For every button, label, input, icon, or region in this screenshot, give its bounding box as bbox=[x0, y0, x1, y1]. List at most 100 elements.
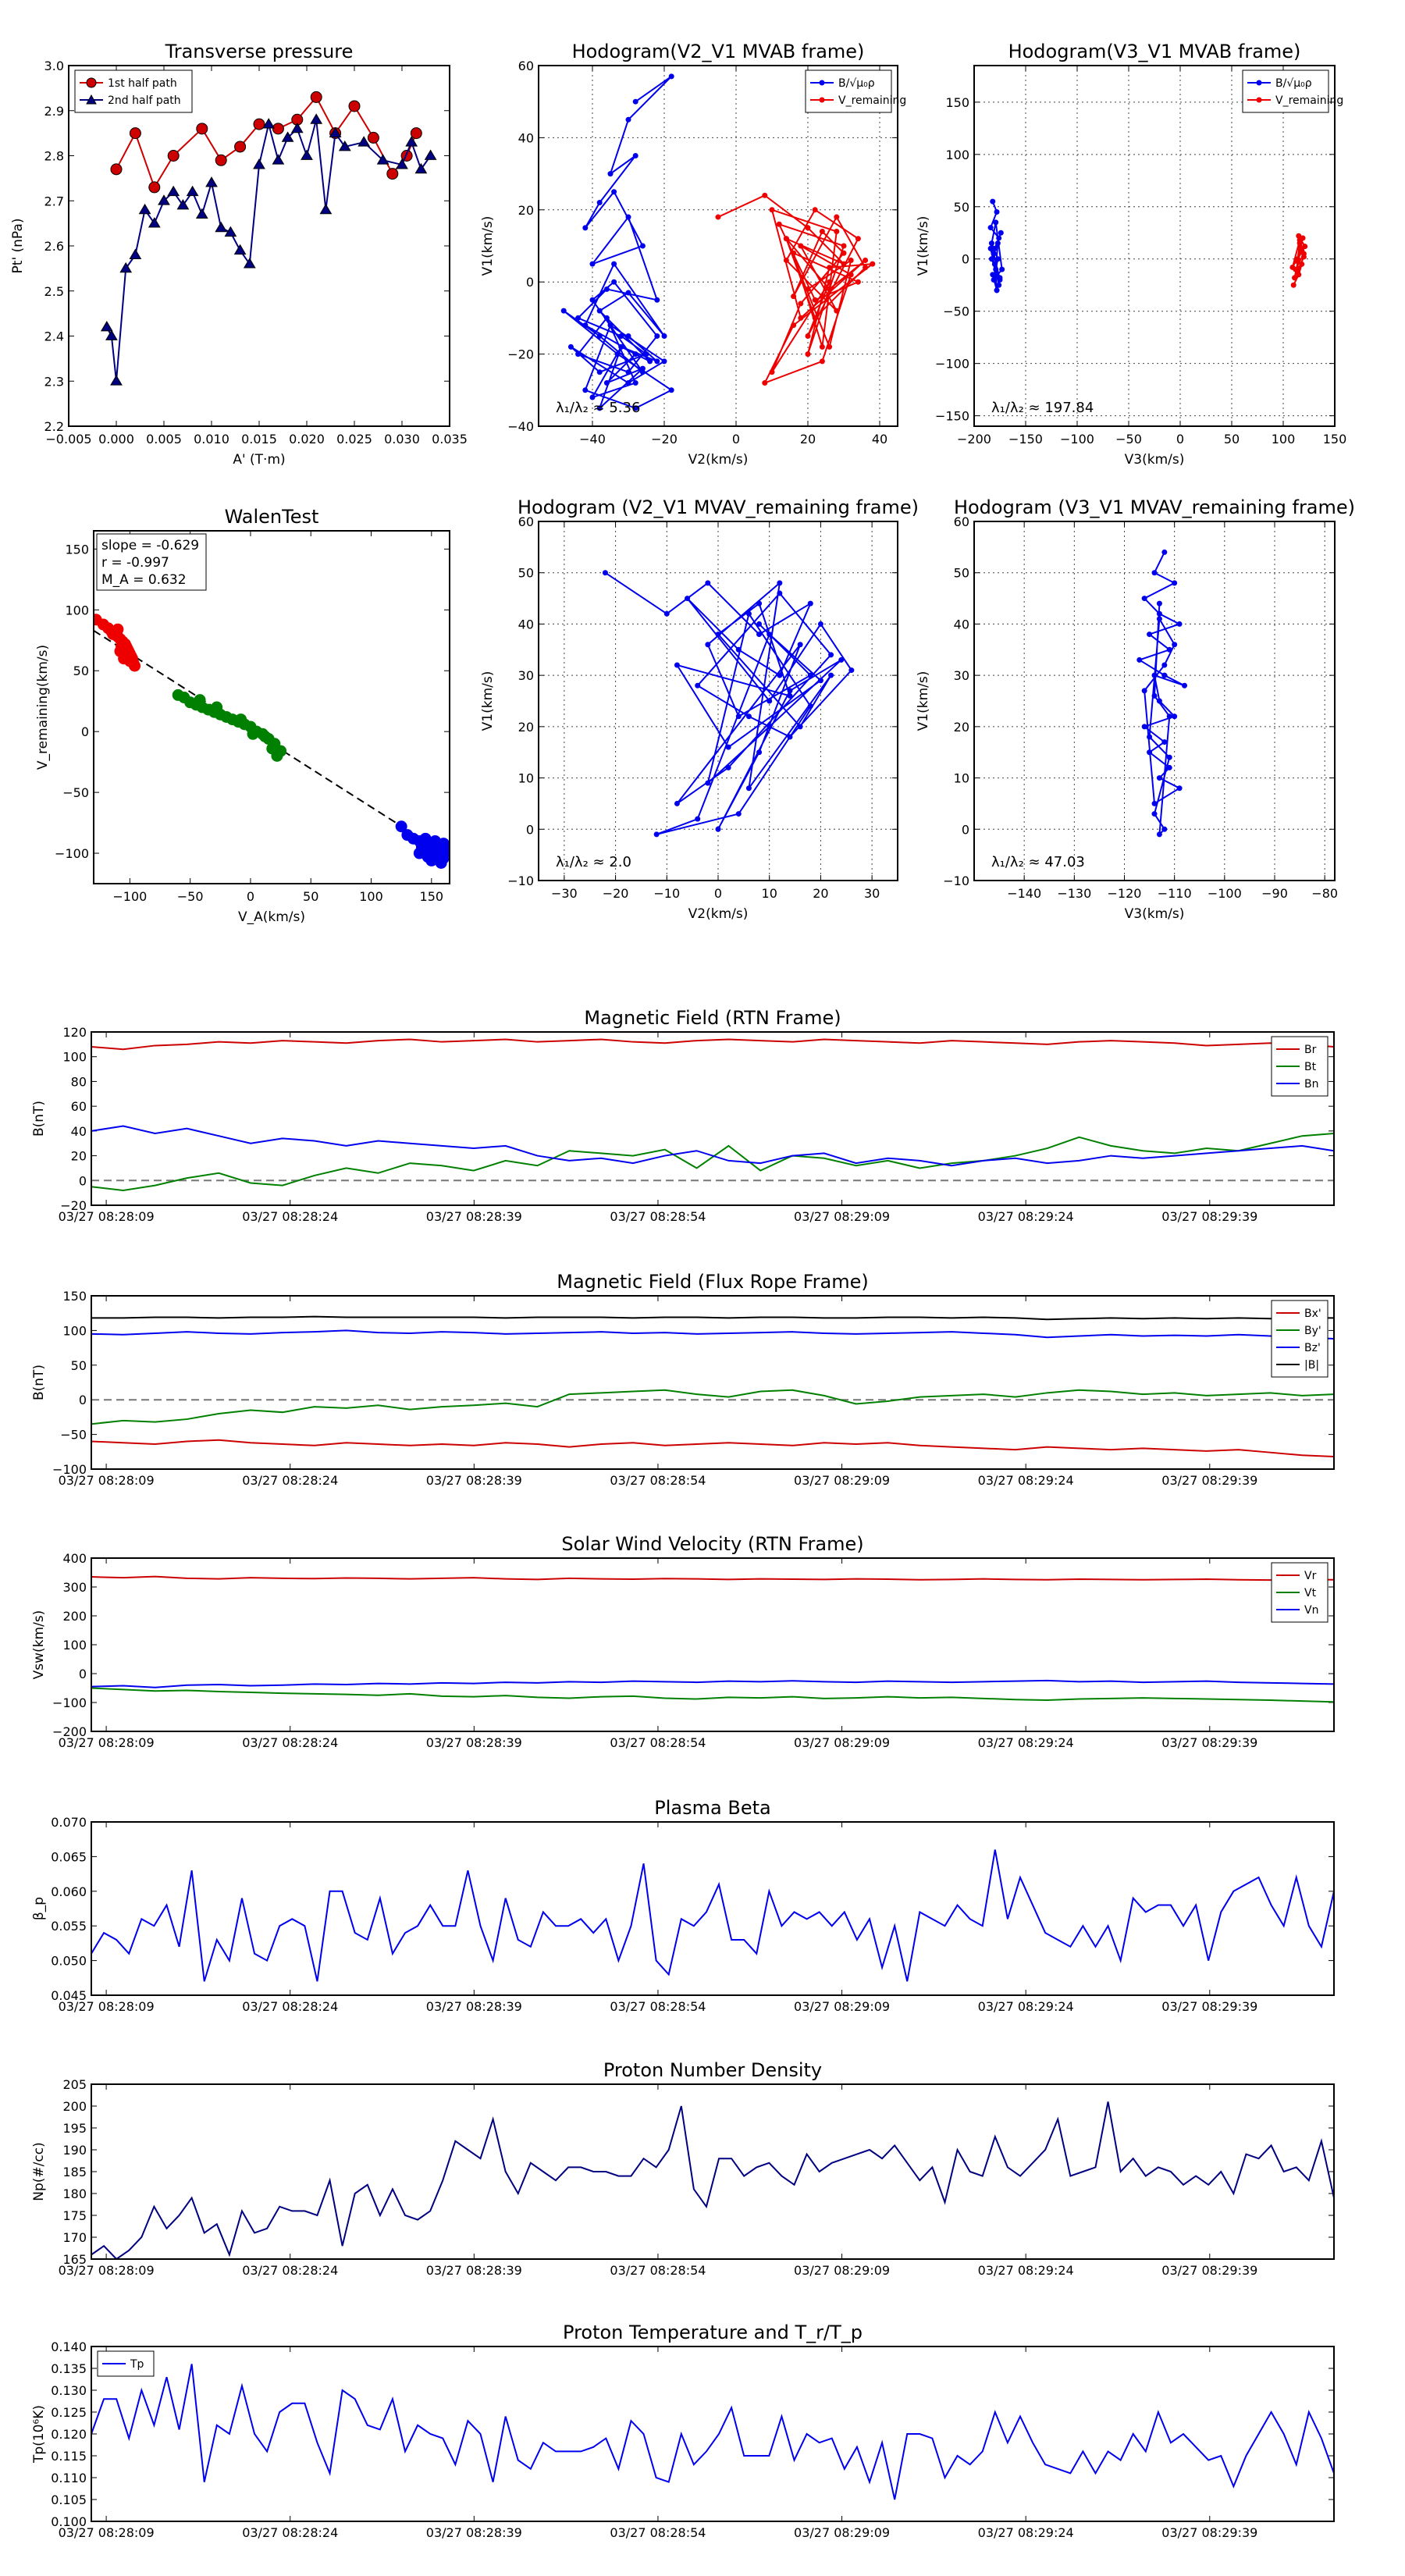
x-tick-label: −130 bbox=[1057, 886, 1091, 901]
stats-box bbox=[96, 533, 207, 591]
y-tick-label: 0 bbox=[962, 822, 969, 837]
series-line-beta bbox=[91, 1849, 1334, 1982]
data-point bbox=[1172, 713, 1178, 720]
data-point bbox=[715, 826, 721, 832]
x-tick-label: 30 bbox=[864, 886, 880, 901]
y-tick-label: −40 bbox=[507, 419, 534, 434]
x-tick-label: −120 bbox=[1108, 886, 1142, 901]
y-tick-label: 20 bbox=[518, 720, 534, 735]
y-tick-label: 300 bbox=[62, 1580, 87, 1595]
x-tick-label: 03/27 08:29:24 bbox=[978, 2263, 1074, 2278]
y-tick-label: 40 bbox=[518, 130, 534, 145]
eigenvalue-ratio: λ₁/λ₂ ≈ 197.84 bbox=[991, 400, 1094, 416]
chart-vsw: Solar Wind Velocity (RTN Frame) −200 −100 0… bbox=[31, 1533, 1335, 1750]
series-line-series bbox=[1137, 551, 1185, 837]
data-point bbox=[817, 678, 823, 684]
series-line-Bx' bbox=[91, 1439, 1334, 1458]
eigenvalue-ratio: λ₁/λ₂ ≈ 5.36 bbox=[556, 400, 640, 416]
plot-area bbox=[91, 1315, 1334, 1458]
chart-bfield_rtn: Magnetic Field (RTN Frame) −20 0 20 40 60 80 10… bbox=[31, 1007, 1335, 1224]
series-line-series bbox=[604, 571, 853, 835]
axes-frame bbox=[973, 65, 1336, 427]
chart-bfield_fr: Magnetic Field (Flux Rope Frame) −100 −50 0… bbox=[31, 1271, 1335, 1488]
y-tick-label: 0.110 bbox=[51, 2471, 87, 2485]
legend-label: Bn bbox=[1304, 1078, 1318, 1091]
x-tick-label: 100 bbox=[1272, 432, 1296, 447]
data-point bbox=[756, 632, 763, 638]
data-point bbox=[603, 380, 610, 386]
data-point bbox=[625, 333, 631, 339]
data-point bbox=[663, 610, 670, 617]
x-tick-label: 10 bbox=[762, 886, 777, 901]
y-tick-label: 120 bbox=[62, 1025, 87, 1040]
data-point bbox=[1296, 233, 1302, 239]
y-tick-label: 60 bbox=[518, 514, 534, 529]
data-point bbox=[1141, 724, 1147, 730]
x-tick-label: 03/27 08:29:09 bbox=[794, 1735, 890, 1750]
data-point bbox=[575, 315, 582, 321]
legend-label: By' bbox=[1304, 1325, 1321, 1337]
data-point bbox=[639, 243, 646, 249]
y-tick-label: 0.055 bbox=[51, 1919, 87, 1934]
plot-area bbox=[91, 2364, 1334, 2500]
data-point bbox=[762, 380, 768, 386]
data-point bbox=[848, 667, 855, 674]
legend-label: Vr bbox=[1304, 1570, 1317, 1582]
chart-title: Hodogram(V3_V1 MVAB frame) bbox=[1008, 41, 1301, 62]
plot-area bbox=[1136, 549, 1187, 838]
data-point bbox=[632, 351, 638, 358]
data-point bbox=[990, 198, 996, 205]
x-tick-label: 03/27 08:29:39 bbox=[1161, 1999, 1257, 2014]
data-point bbox=[167, 150, 180, 162]
data-point bbox=[625, 116, 631, 123]
x-tick-label: 03/27 08:29:24 bbox=[978, 2525, 1074, 2540]
data-point bbox=[1156, 610, 1162, 617]
data-point bbox=[994, 256, 1001, 262]
y-axis-label: V_remaining(km/s) bbox=[35, 645, 51, 770]
series-line-Bt bbox=[91, 1133, 1334, 1191]
data-point bbox=[1151, 672, 1158, 678]
data-point bbox=[797, 724, 803, 730]
chart-hv2: Hodogram(V2_V1 MVAB frame) −40 −20 0 20 40 60 −… bbox=[480, 41, 906, 468]
data-point bbox=[1141, 688, 1147, 694]
y-tick-label: 0.125 bbox=[51, 2405, 87, 2420]
data-point bbox=[787, 692, 793, 699]
x-axis-label: V2(km/s) bbox=[688, 452, 749, 468]
data-point bbox=[791, 322, 797, 329]
legend: B/√μ₀ρ V_remaining bbox=[1242, 69, 1343, 113]
data-point bbox=[607, 322, 614, 329]
data-point bbox=[603, 315, 610, 321]
y-tick-label: 2.3 bbox=[44, 374, 64, 389]
x-tick-label: −100 bbox=[1208, 886, 1242, 901]
data-point bbox=[618, 333, 624, 339]
legend-label: Bt bbox=[1304, 1061, 1317, 1073]
y-axis-label: Pt' (nPa) bbox=[10, 219, 26, 274]
x-tick-label: 03/27 08:29:24 bbox=[978, 1209, 1074, 1224]
y-tick-label: 50 bbox=[71, 1358, 87, 1373]
legend: Bx' By' Bz' |B| bbox=[1271, 1300, 1329, 1378]
x-tick-label: 03/27 08:28:24 bbox=[242, 1473, 338, 1488]
y-axis-label: Np(#/cc) bbox=[31, 2142, 47, 2201]
data-point bbox=[1151, 811, 1158, 817]
x-tick-label: −140 bbox=[1007, 886, 1041, 901]
x-tick-label: −80 bbox=[1311, 886, 1338, 901]
data-point bbox=[1136, 656, 1143, 663]
x-axis-label: V2(km/s) bbox=[688, 906, 749, 922]
data-point bbox=[376, 154, 389, 165]
data-point bbox=[841, 250, 847, 256]
data-point bbox=[745, 713, 752, 720]
data-point bbox=[756, 621, 763, 627]
data-point bbox=[817, 621, 823, 627]
x-tick-label: 50 bbox=[303, 889, 318, 904]
data-point bbox=[834, 229, 840, 235]
legend-label: Tp bbox=[130, 2358, 144, 2371]
data-point bbox=[176, 199, 190, 210]
data-point bbox=[148, 217, 161, 228]
data-point bbox=[991, 277, 997, 283]
data-point bbox=[812, 297, 818, 303]
plot-area bbox=[91, 1038, 1334, 1191]
x-tick-label: 03/27 08:28:39 bbox=[426, 2263, 522, 2278]
data-point bbox=[805, 286, 811, 292]
data-point bbox=[625, 380, 631, 386]
